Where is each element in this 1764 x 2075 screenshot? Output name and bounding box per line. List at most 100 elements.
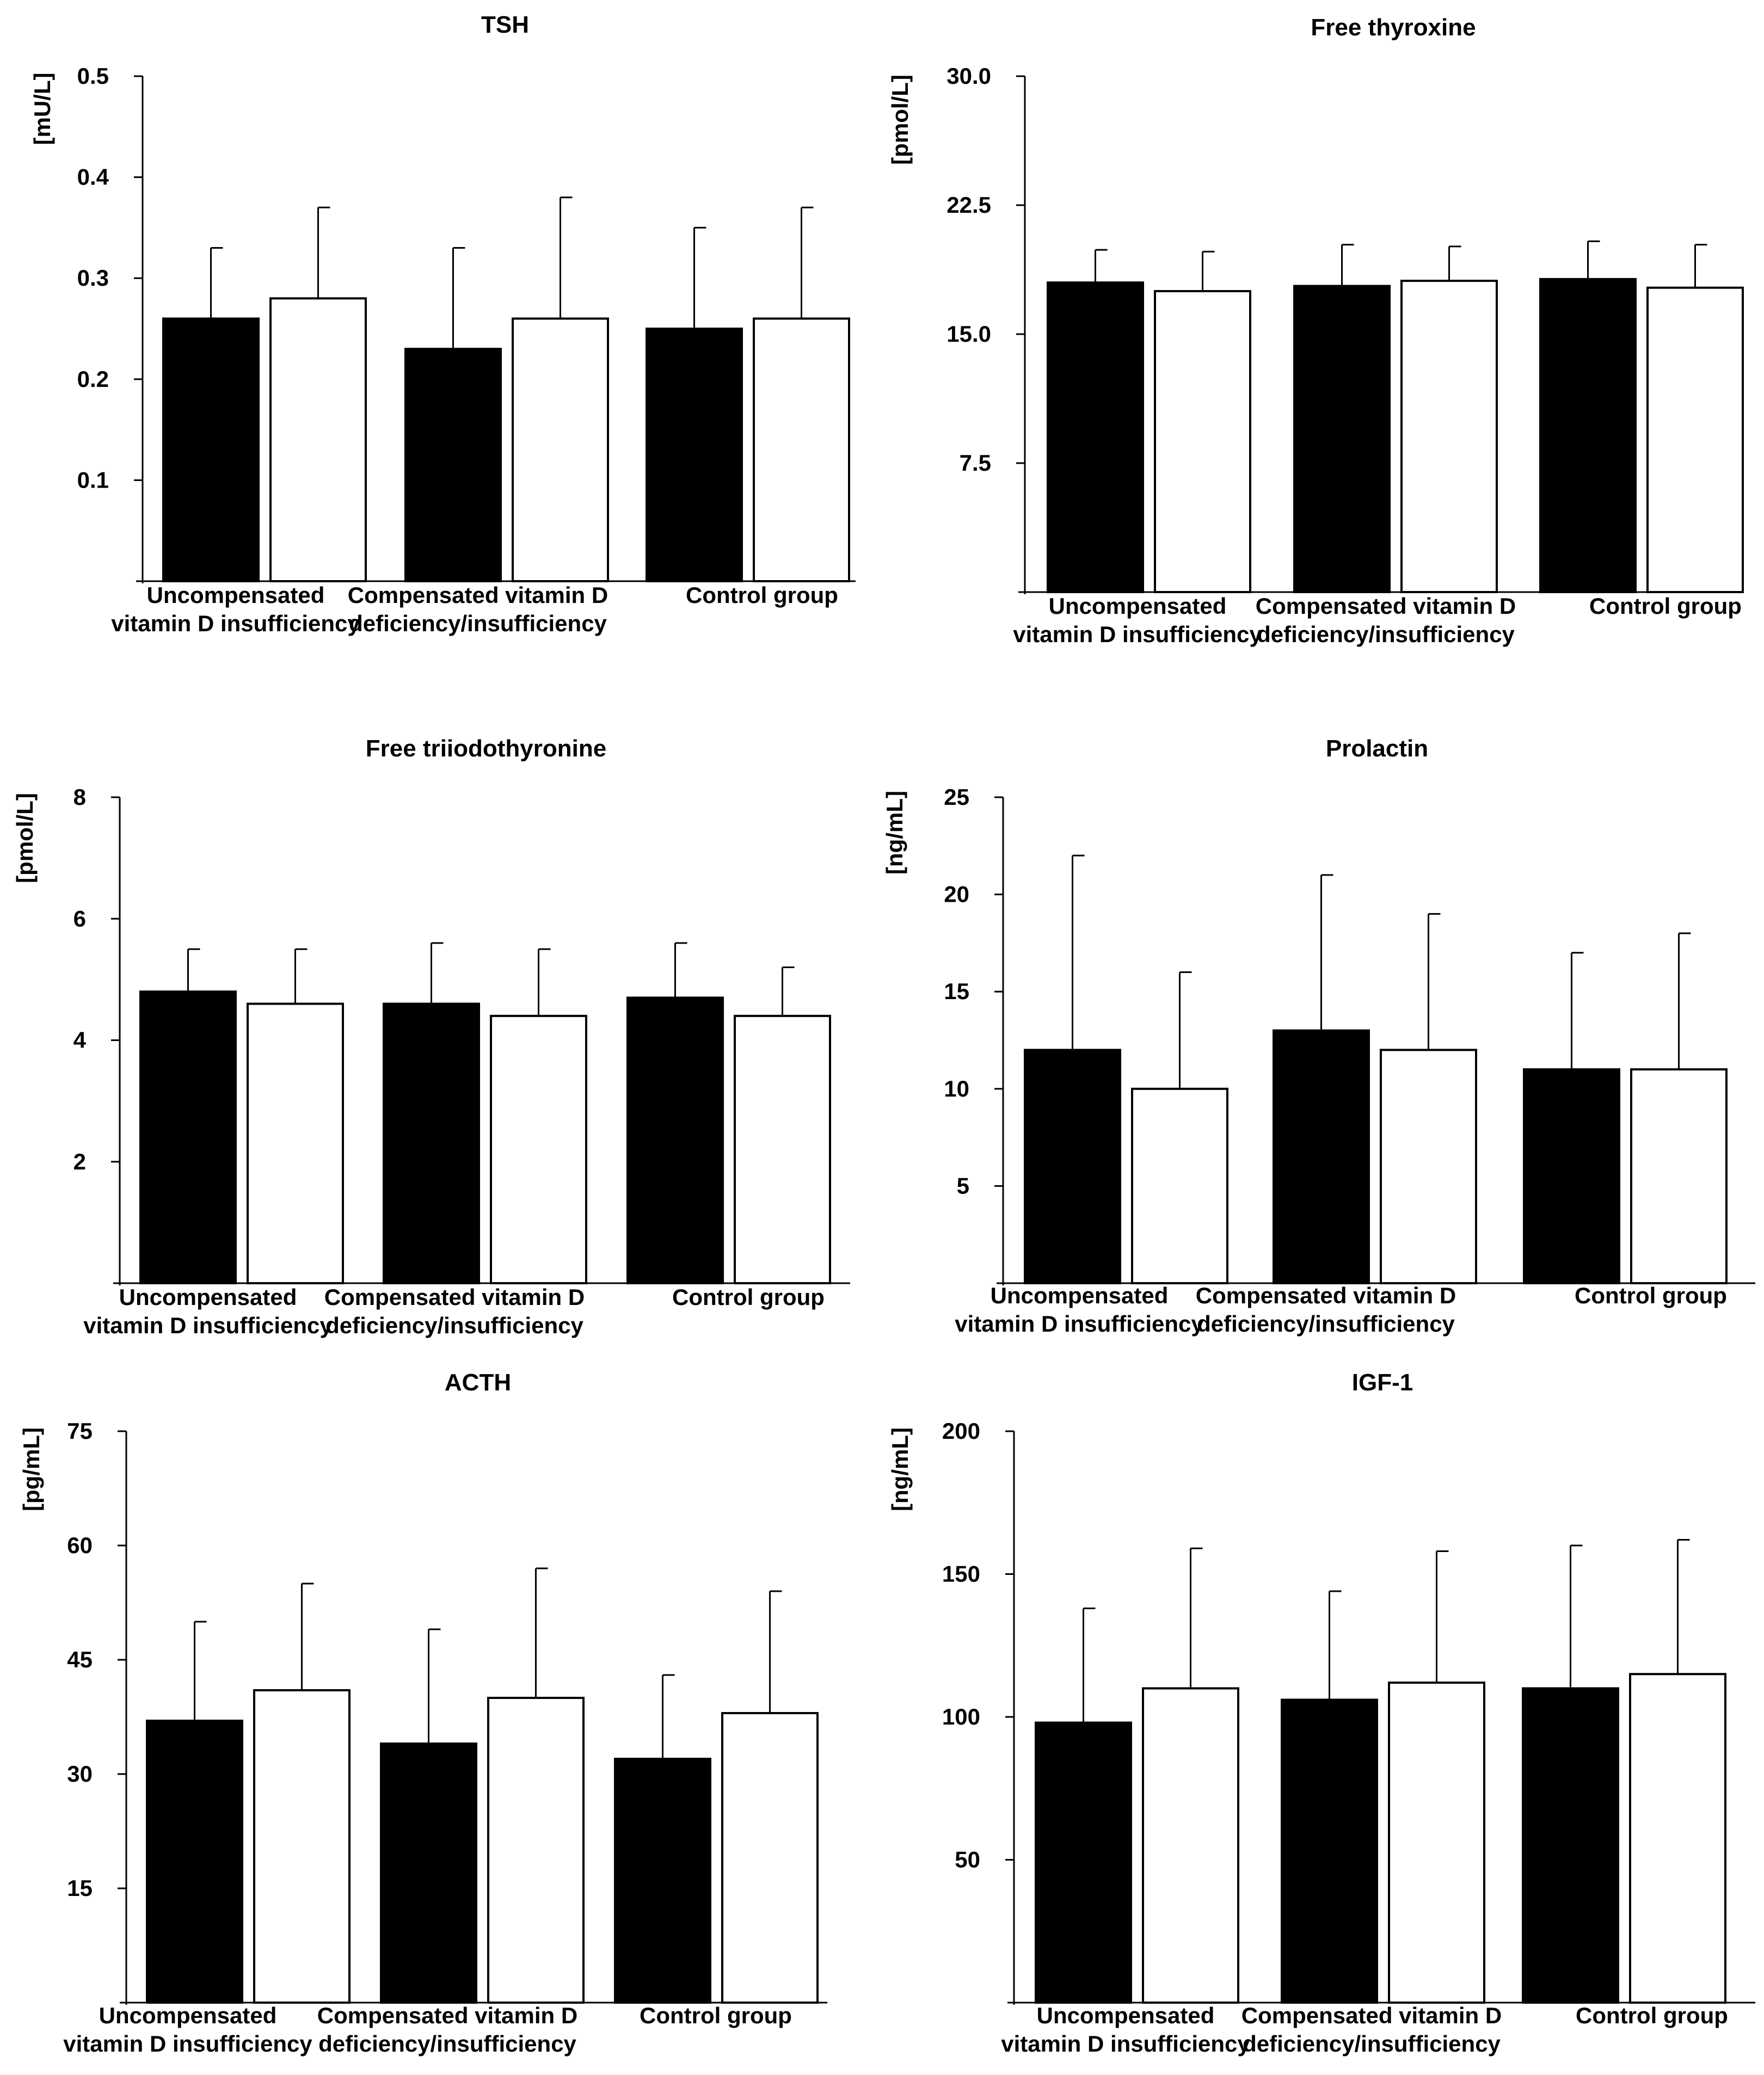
x-category-label-line: Control group xyxy=(1589,593,1742,619)
x-category-label-line: Compensated vitamin D xyxy=(324,1284,585,1310)
y-tick-label: 6 xyxy=(73,906,86,931)
bar-series-filled-1 xyxy=(1035,1721,1132,2004)
bar-series-filled-2 xyxy=(1281,1698,1378,2004)
chart-panel-2: Free thyroxine [pmol/L] 7.5 15.0 22.5 30.0 Unc… xyxy=(887,14,1744,647)
x-category-label: Uncompensated vitamin D insufficiency xyxy=(83,1284,333,1338)
x-category-label-line: Control group xyxy=(1576,2003,1728,2028)
bar-series-filled-1 xyxy=(1024,1049,1121,1284)
bar-series-open-2 xyxy=(487,1697,585,2004)
bar-series-filled-1 xyxy=(1047,281,1144,593)
x-category-label-line: deficiency/insufficiency xyxy=(1197,1311,1455,1337)
x-category-label-line: Uncompensated xyxy=(147,582,325,608)
y-axis-label: [mU/L] xyxy=(29,73,55,145)
x-category-label: Compensated vitamin D deficiency/insuffic… xyxy=(1196,1283,1456,1337)
bar-series-filled-2 xyxy=(380,1742,477,2004)
x-category-label-line: Compensated vitamin D xyxy=(1241,2003,1502,2028)
bar-series-filled-2 xyxy=(1273,1029,1370,1284)
x-category-label-line: deficiency/insufficiency xyxy=(1243,2031,1501,2056)
x-category-label-line: Compensated vitamin D xyxy=(1256,593,1516,619)
bar-series-filled-1 xyxy=(162,317,260,582)
chart-panel-6: IGF-1 [ng/mL] 50 100 150 200 Uncompensated vita… xyxy=(887,1369,1755,2056)
bar-series-open-2 xyxy=(512,317,609,582)
bar-series-open-3 xyxy=(1630,1068,1728,1284)
y-tick-label: 200 xyxy=(942,1418,980,1444)
y-tick-label: 15.0 xyxy=(946,321,991,347)
y-tick-label: 75 xyxy=(67,1418,93,1444)
x-category-label-line: Control group xyxy=(640,2003,792,2028)
chart-title: Free thyroxine xyxy=(1311,14,1476,41)
y-tick-label: 30.0 xyxy=(946,63,991,89)
bar-series-open-1 xyxy=(1154,290,1251,593)
y-axis-label: [pmol/L] xyxy=(12,793,38,883)
y-tick-label: 2 xyxy=(73,1149,86,1174)
x-category-label: Control group xyxy=(1589,593,1742,619)
x-category-label: Uncompensated vitamin D insufficiency xyxy=(63,2003,312,2056)
y-tick-label: 0.4 xyxy=(77,164,109,190)
y-axis-label: [pmol/L] xyxy=(887,75,913,165)
y-tick-label: 0.1 xyxy=(77,467,109,492)
chart-title: Free triiodothyronine xyxy=(366,735,606,762)
chart-panel-3: Free triiodothyronine [pmol/L] 2 4 6 8 Uncompe… xyxy=(12,735,850,1338)
chart-title: Prolactin xyxy=(1326,735,1428,762)
x-category-label-line: vitamin D insufficiency xyxy=(111,611,360,636)
bar-series-open-3 xyxy=(721,1712,819,2004)
bar-series-filled-2 xyxy=(383,1002,480,1284)
y-tick-label: 8 xyxy=(73,784,86,810)
bar-series-filled-3 xyxy=(614,1758,711,2004)
x-category-label: Control group xyxy=(640,2003,792,2028)
bar-series-open-3 xyxy=(1629,1673,1726,2004)
chart-title: ACTH xyxy=(445,1369,511,1396)
y-tick-label: 100 xyxy=(942,1704,980,1729)
x-category-label-line: vitamin D insufficiency xyxy=(1013,621,1262,647)
x-category-label-line: Compensated vitamin D xyxy=(317,2003,577,2028)
x-category-label: Control group xyxy=(1576,2003,1728,2028)
x-category-label-line: deficiency/insufficiency xyxy=(325,1313,583,1338)
y-tick-label: 30 xyxy=(67,1761,93,1787)
y-tick-label: 45 xyxy=(67,1647,93,1672)
bar-series-filled-2 xyxy=(404,348,502,582)
x-category-label-line: vitamin D insufficiency xyxy=(1001,2031,1250,2056)
y-tick-label: 60 xyxy=(67,1532,93,1558)
x-category-label-line: Uncompensated xyxy=(99,2003,277,2028)
x-category-label: Uncompensated vitamin D insufficiency xyxy=(1001,2003,1250,2056)
x-category-label: Uncompensated vitamin D insufficiency xyxy=(111,582,360,636)
x-category-label-line: Control group xyxy=(672,1284,825,1310)
bar-series-filled-3 xyxy=(626,996,724,1285)
bar-series-open-1 xyxy=(247,1002,344,1284)
bar-series-open-2 xyxy=(490,1014,587,1284)
x-category-label-line: Uncompensated xyxy=(991,1283,1169,1308)
chart-panel-4: Prolactin [ng/mL] 5 10 15 20 25 Uncompensated vi… xyxy=(882,735,1755,1337)
y-tick-label: 150 xyxy=(942,1561,980,1587)
y-tick-label: 0.5 xyxy=(77,63,109,89)
bar-series-filled-3 xyxy=(1523,1068,1620,1284)
bar-series-open-2 xyxy=(1388,1682,1485,2004)
y-tick-label: 15 xyxy=(944,978,969,1004)
bar-series-open-3 xyxy=(753,317,850,582)
bar-series-open-3 xyxy=(1646,286,1744,593)
x-category-label-line: vitamin D insufficiency xyxy=(955,1311,1204,1337)
y-tick-label: 0.3 xyxy=(77,265,109,291)
x-category-label: Uncompensated vitamin D insufficiency xyxy=(1013,593,1262,647)
bar-series-filled-2 xyxy=(1293,285,1391,593)
x-category-label-line: vitamin D insufficiency xyxy=(63,2031,312,2056)
bar-series-open-1 xyxy=(269,297,367,582)
x-category-label: Compensated vitamin D deficiency/insuffic… xyxy=(324,1284,585,1338)
x-category-label-line: Uncompensated xyxy=(1037,2003,1215,2028)
bar-series-filled-3 xyxy=(1539,278,1637,593)
x-category-label-line: vitamin D insufficiency xyxy=(83,1313,333,1338)
x-category-label-line: deficiency/insufficiency xyxy=(349,611,607,636)
y-tick-label: 15 xyxy=(67,1875,93,1901)
bar-series-filled-3 xyxy=(1522,1687,1619,2004)
y-tick-label: 25 xyxy=(944,784,969,810)
y-axis-label: [ng/mL] xyxy=(882,791,907,875)
chart-title: TSH xyxy=(481,11,529,38)
y-tick-label: 22.5 xyxy=(946,192,991,218)
x-category-label-line: Compensated vitamin D xyxy=(1196,1283,1456,1308)
y-tick-label: 4 xyxy=(73,1027,87,1053)
y-axis-label: [pg/mL] xyxy=(19,1427,44,1511)
x-category-label: Uncompensated vitamin D insufficiency xyxy=(955,1283,1204,1337)
